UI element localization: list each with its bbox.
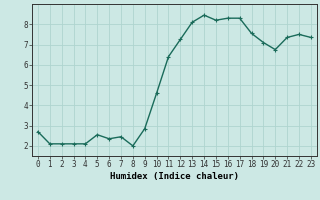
X-axis label: Humidex (Indice chaleur): Humidex (Indice chaleur) bbox=[110, 172, 239, 181]
